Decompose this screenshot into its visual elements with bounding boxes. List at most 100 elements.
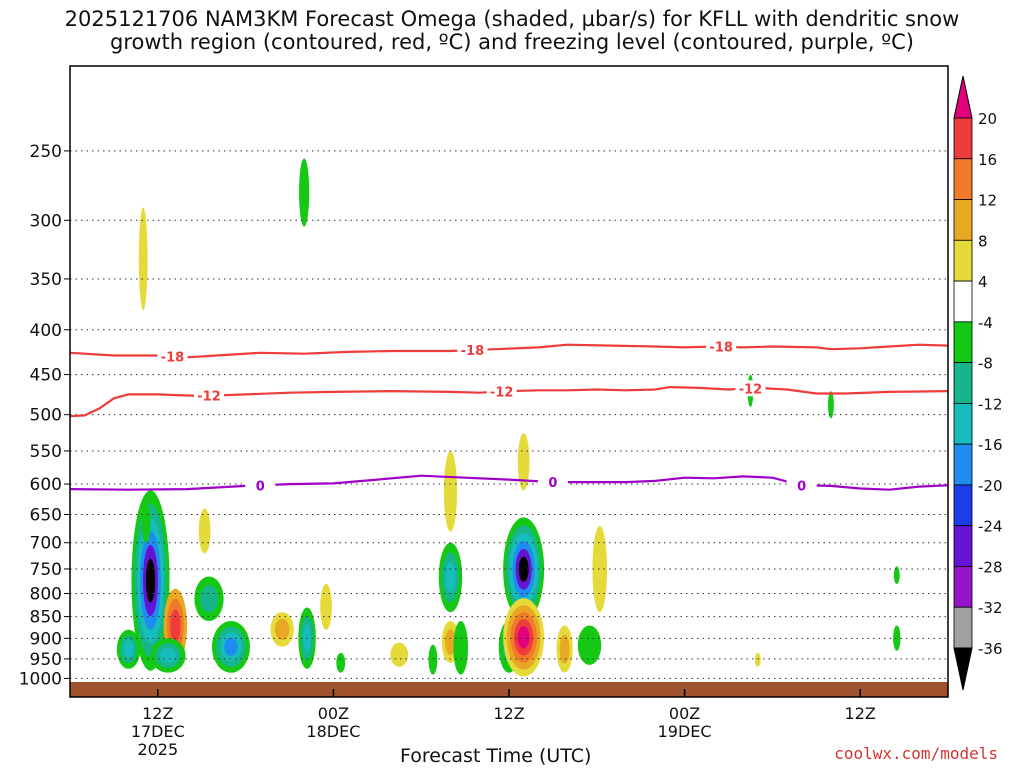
omega-feature-13-level-0: [336, 652, 346, 673]
y-tick-label-700: 700: [30, 534, 62, 554]
x-tick-label-2-0: 12Z: [493, 704, 524, 723]
contour-label--12-0: -12: [197, 390, 221, 405]
omega-feature-5-level-2: [160, 647, 176, 664]
y-tick-label-600: 600: [30, 475, 62, 495]
colorbar-label-9: -20: [978, 477, 1003, 495]
y-tick-label-350: 350: [30, 270, 62, 290]
colorbar-bin-6: [953, 321, 973, 364]
chart-title-line-1: 2025121706 NAM3KM Forecast Omega (shaded…: [64, 7, 960, 31]
colorbar-label-0: 20: [978, 110, 997, 128]
omega-feature-12-level-0: [320, 583, 332, 630]
colorbar-bin-10: [953, 484, 973, 527]
colorbar-label-4: 4: [978, 273, 988, 291]
colorbar-label-5: -4: [978, 314, 993, 332]
omega-feature-29-level-0: [828, 391, 834, 419]
omega-feature-16-level-0: [443, 450, 458, 532]
y-grid: 2503003504004505005506006507007508008509…: [19, 142, 948, 689]
colorbar: 20 16 12 8 4 -4 -8 -12 -16 -20 -24 -28 -32 -36: [953, 75, 1003, 691]
colorbar-label-1: 16: [978, 151, 997, 169]
y-tick-label-300: 300: [30, 211, 62, 231]
contour-label-bg-0-2: [786, 477, 817, 494]
y-tick-label-800: 800: [30, 585, 62, 605]
contour-label-bg--18-1: [457, 342, 488, 359]
contour-label--12-1: -12: [490, 386, 514, 401]
colorbar-bin-1: [953, 117, 973, 160]
omega-feature-9-level-1: [274, 618, 290, 641]
omega-shading: [116, 158, 901, 677]
y-tick-label-850: 850: [30, 608, 62, 628]
contour-label-bg--12-2: [735, 380, 766, 397]
contour-label-0-2: 0: [797, 479, 806, 494]
omega-feature-11-level-0: [299, 158, 310, 227]
x-tick-label-1-0: 00Z: [318, 704, 349, 723]
colorbar-bin-8: [953, 402, 973, 445]
omega-feature-4-level-0: [138, 207, 148, 311]
y-tick-label-750: 750: [30, 560, 62, 580]
x-tick-label-1-1: 18DEC: [306, 722, 360, 741]
omega-feature-28-level-0: [754, 652, 761, 667]
contour-line--18: [70, 343, 948, 359]
colorbar-label-13: -36: [978, 640, 1003, 658]
colorbar-top-triangle: [953, 75, 973, 119]
x-tick-label-4-0: 12Z: [845, 704, 876, 723]
omega-feature-6-level-1: [200, 585, 219, 613]
omega-feature-30-level-0: [893, 566, 900, 584]
contour-label-bg--12-0: [194, 387, 225, 404]
y-tick-label-400: 400: [30, 321, 62, 341]
omega-feature-3-level-0: [141, 502, 151, 543]
y-tick-label-950: 950: [30, 650, 62, 670]
colorbar-label-10: -24: [978, 518, 1003, 536]
x-tick-label-0-0: 12Z: [142, 704, 173, 723]
omega-feature-21-level-0: [517, 433, 530, 491]
omega-feature-0-level-5: [145, 558, 156, 603]
omega-feature-14-level-0: [390, 642, 409, 667]
y-tick-label-650: 650: [30, 506, 62, 526]
y-tick-label-450: 450: [30, 366, 62, 386]
colorbar-bin-7: [953, 362, 973, 404]
omega-feature-31-level-0: [893, 625, 901, 651]
x-tick-label-3-0: 00Z: [669, 704, 700, 723]
omega-feature-23-level-4: [517, 626, 530, 649]
colorbar-bin-2: [953, 158, 973, 200]
colorbar-bin-3: [953, 199, 973, 241]
colorbar-bin-13: [953, 606, 973, 649]
colorbar-bin-9: [953, 443, 973, 486]
y-tick-label-1000: 1000: [19, 669, 62, 689]
contour-label--18-2: -18: [709, 341, 733, 356]
omega-feature-8-level-3: [224, 637, 238, 656]
omega-feature-1-level-2: [123, 640, 134, 658]
colorbar-label-7: -12: [978, 395, 1003, 413]
contour-label--18-0: -18: [161, 350, 185, 365]
contour-label-0-1: 0: [548, 476, 557, 491]
omega-feature-17-level-2: [445, 561, 456, 593]
colorbar-label-8: -16: [978, 436, 1003, 454]
contour-label-bg-0-0: [245, 477, 276, 494]
y-tick-label-900: 900: [30, 629, 62, 649]
x-tick-label-3-1: 19DEC: [658, 722, 712, 741]
omega-feature-7-level-0: [198, 508, 211, 554]
contour-label-0-0: 0: [256, 479, 265, 494]
colorbar-bin-4: [953, 239, 973, 282]
colorbar-bin-11: [953, 525, 973, 567]
colorbar-bottom-triangle: [953, 647, 973, 691]
colorbar-label-12: -32: [978, 599, 1003, 617]
contour-label--18-1: -18: [461, 344, 485, 359]
colorbar-label-3: 8: [978, 232, 988, 250]
omega-feature-2-level-2: [170, 609, 181, 643]
contour-label-bg--18-0: [157, 348, 188, 365]
site-credit: coolwx.com/models: [834, 744, 998, 763]
contour-label--12-2: -12: [739, 382, 763, 397]
contour-label-bg-0-1: [537, 474, 568, 491]
omega-feature-24-level-1: [559, 634, 570, 664]
colorbar-label-2: 12: [978, 192, 997, 210]
contour-line--12: [70, 385, 948, 418]
contour-line-0: [70, 474, 948, 491]
omega-feature-18-level-1: [445, 629, 456, 655]
y-tick-label-250: 250: [30, 142, 62, 162]
x-tick-label-0-2: 2025: [137, 740, 178, 759]
contour-label-bg--12-1: [486, 383, 517, 400]
y-tick-label-500: 500: [30, 406, 62, 426]
x-tick-label-0-1: 17DEC: [131, 722, 185, 741]
